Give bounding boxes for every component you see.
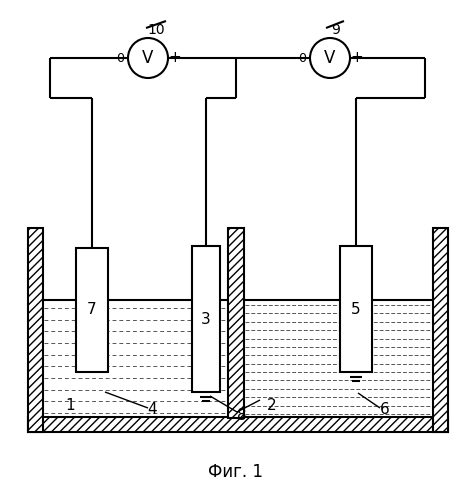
Text: 0: 0: [298, 52, 306, 64]
Text: 0: 0: [116, 52, 124, 64]
Text: 10: 10: [147, 23, 165, 37]
Text: 8: 8: [237, 408, 247, 422]
Text: 7: 7: [87, 302, 97, 318]
Text: 2: 2: [267, 398, 277, 412]
Text: 4: 4: [147, 402, 157, 417]
Text: +: +: [351, 50, 363, 66]
Bar: [228, 228, 244, 418]
Bar: [76, 248, 108, 372]
Text: 3: 3: [201, 312, 211, 326]
Bar: [28, 417, 448, 432]
Text: 5: 5: [351, 302, 361, 316]
Circle shape: [128, 38, 168, 78]
Circle shape: [310, 38, 350, 78]
Bar: [433, 228, 448, 432]
Text: 9: 9: [331, 23, 340, 37]
Text: Фиг. 1: Фиг. 1: [209, 463, 263, 481]
Text: 1: 1: [65, 398, 75, 412]
Bar: [28, 228, 43, 432]
Text: V: V: [143, 49, 154, 67]
Bar: [192, 246, 220, 392]
Text: 6: 6: [380, 402, 390, 417]
Text: +: +: [169, 50, 181, 66]
Text: V: V: [324, 49, 336, 67]
Bar: [340, 246, 372, 372]
